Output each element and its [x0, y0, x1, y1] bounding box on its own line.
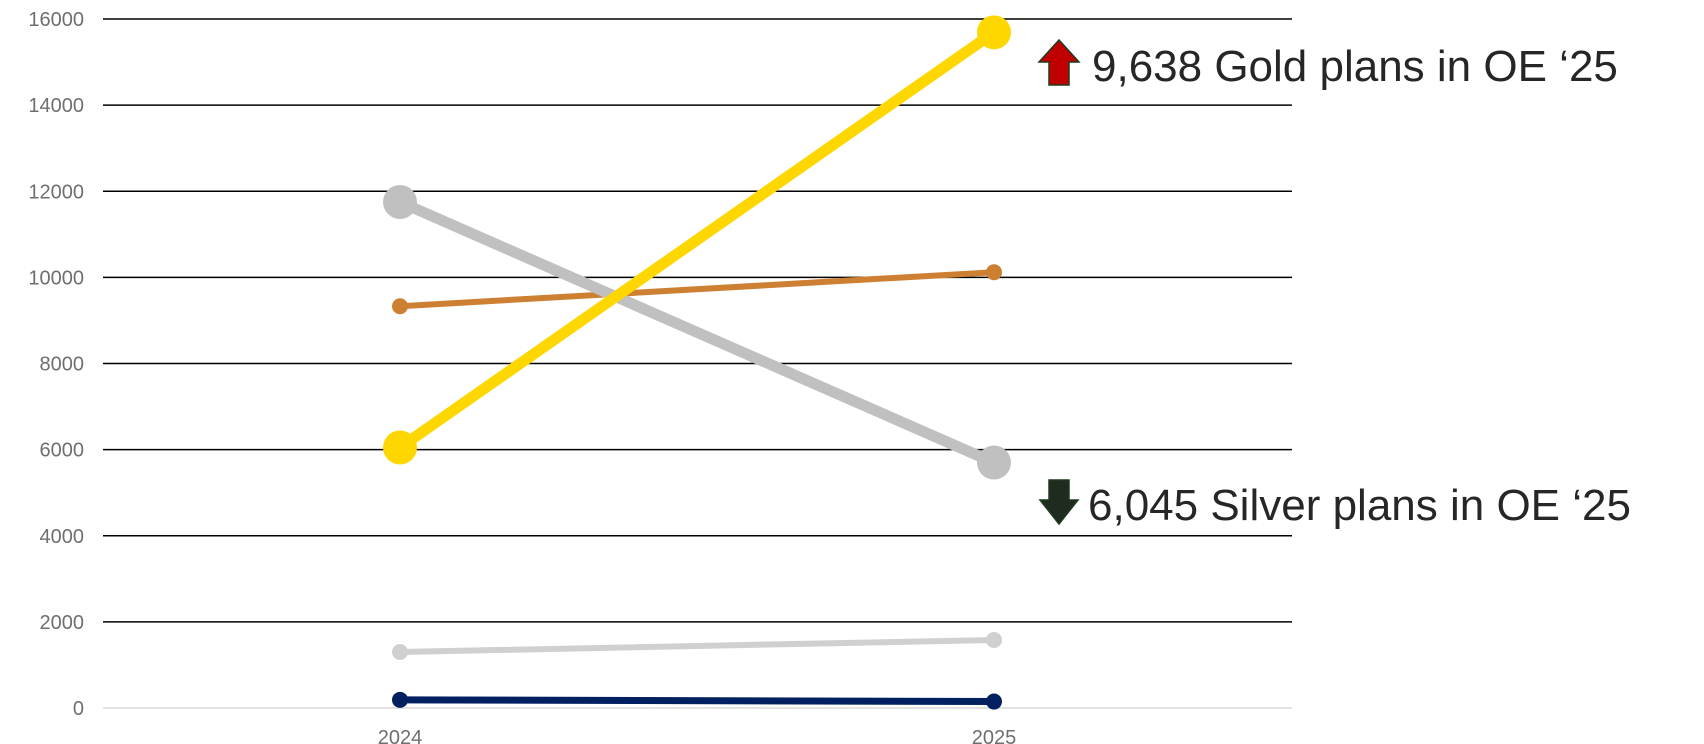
series-line [394, 196, 1000, 469]
series-0 [392, 631, 1002, 661]
data-point [392, 691, 408, 708]
series-line [397, 269, 997, 310]
data-point [986, 264, 1002, 281]
y-axis-ticks: 0 2000 4000 6000 8000 10000 12000 14000 16000 [28, 9, 84, 720]
annotation-silver-text: 6,045 Silver plans in OE ‘25 [1088, 481, 1631, 530]
data-point [986, 693, 1002, 710]
y-tick-label: 2000 [40, 612, 85, 634]
series-3 [383, 15, 1011, 465]
gridlines [103, 18, 1292, 709]
annotation-gold: 9,638 Gold plans in OE ‘25 [1037, 38, 1618, 91]
data-point [383, 430, 417, 465]
annotation-gold-text: 9,638 Gold plans in OE ‘25 [1092, 42, 1618, 91]
x-tick-label: 2024 [378, 727, 423, 744]
y-tick-label: 6000 [40, 440, 85, 462]
series-line [394, 26, 1000, 453]
series-4 [392, 691, 1002, 710]
x-axis-ticks: 2024 2025 [378, 727, 1017, 744]
data-point [383, 185, 417, 220]
data-point [977, 15, 1011, 50]
series-line [396, 696, 998, 706]
y-tick-label: 10000 [28, 267, 84, 289]
y-tick-label: 12000 [28, 181, 84, 203]
data-point [977, 445, 1011, 480]
data-point [392, 298, 408, 315]
y-tick-label: 0 [73, 698, 84, 720]
series-line [397, 636, 997, 656]
data-point [986, 631, 1002, 648]
x-tick-label: 2025 [972, 727, 1017, 744]
series-1 [392, 264, 1002, 315]
series-2 [383, 185, 1011, 480]
data-point [392, 644, 408, 661]
y-tick-label: 8000 [40, 354, 85, 376]
y-tick-label: 4000 [40, 526, 85, 548]
series-lines [383, 15, 1011, 710]
arrow-up-icon [1037, 38, 1081, 86]
y-tick-label: 16000 [28, 9, 84, 31]
y-tick-label: 14000 [28, 95, 84, 117]
annotation-silver: 6,045 Silver plans in OE ‘25 [1038, 479, 1631, 530]
arrow-down-icon [1038, 479, 1080, 526]
